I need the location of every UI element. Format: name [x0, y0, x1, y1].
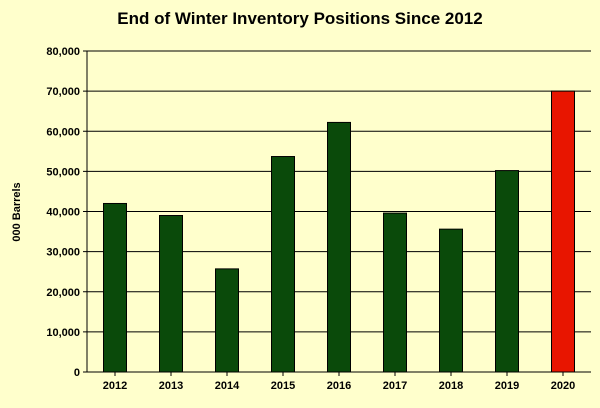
bar-2015 [271, 156, 295, 373]
x-tick-label: 2016 [327, 380, 351, 392]
x-tick-label: 2020 [551, 380, 575, 392]
x-tick-label: 2013 [159, 380, 183, 392]
bar-2013 [159, 215, 183, 373]
bar-2018 [439, 228, 463, 373]
x-tick-label: 2014 [215, 380, 240, 392]
x-tick-labels: 2012 2013 2014 2015 2016 2017 2018 2019 2020 [103, 380, 575, 392]
x-tick-label: 2019 [495, 380, 519, 392]
bar-2017 [383, 212, 407, 373]
bars [103, 90, 575, 373]
bar-2019 [495, 170, 519, 373]
y-tick-label: 50,000 [46, 166, 80, 178]
axes [83, 50, 591, 376]
bar-2020 [551, 90, 575, 373]
chart-title: End of Winter Inventory Positions Since … [117, 9, 483, 28]
x-tick-label: 2015 [271, 380, 295, 392]
bar-2014 [215, 268, 239, 373]
x-tick-label: 2018 [439, 380, 463, 392]
y-tick-label: 0 [74, 367, 80, 379]
x-tick-label: 2017 [383, 380, 407, 392]
x-tick-label: 2012 [103, 380, 127, 392]
y-tick-label: 80,000 [46, 46, 80, 58]
y-tick-label: 30,000 [46, 247, 80, 259]
y-tick-labels: 0 10,000 20,000 30,000 40,000 50,000 60,000 70,… [46, 46, 80, 379]
bar-2012 [103, 202, 127, 373]
y-tick-label: 20,000 [46, 287, 80, 299]
y-tick-label: 60,000 [46, 126, 80, 138]
y-axis-label: 000 Barrels [11, 182, 23, 241]
y-tick-label: 40,000 [46, 207, 80, 219]
bar-2016 [327, 121, 351, 373]
y-tick-label: 10,000 [46, 327, 80, 339]
y-tick-label: 70,000 [46, 86, 80, 98]
